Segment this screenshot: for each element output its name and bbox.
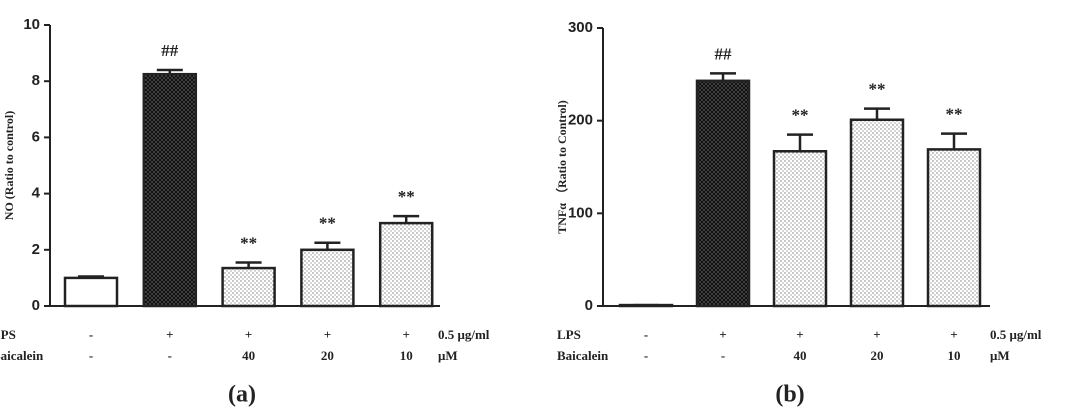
bar (849, 118, 905, 308)
annotation: ** (792, 105, 809, 124)
y-tick-label: 6 (32, 128, 40, 145)
level: - (644, 348, 648, 363)
annotation: ** (869, 80, 886, 99)
annotation: ** (946, 105, 963, 124)
panel-label: (b) (775, 382, 804, 408)
y-tick-label: 10 (23, 16, 40, 33)
unit: 0.5 μg/ml (990, 327, 1042, 342)
level: + (402, 327, 409, 342)
y-tick-label: 200 (568, 112, 593, 129)
level: + (719, 327, 726, 342)
bar (772, 149, 828, 308)
level: + (796, 327, 803, 342)
y-tick-label: 8 (32, 72, 40, 89)
level: + (245, 327, 252, 342)
bar (142, 72, 198, 308)
bar (618, 303, 674, 308)
level: + (324, 327, 331, 342)
y-tick-label: 2 (32, 241, 40, 258)
y-tick-label: 300 (568, 19, 593, 36)
y-tick-label: 100 (568, 204, 593, 221)
unit: μM (438, 348, 458, 363)
level: + (950, 327, 957, 342)
y-axis-label: TNFα （Ratio to Control) (554, 100, 569, 233)
level: - (644, 327, 648, 342)
bar (63, 276, 119, 308)
level: + (166, 327, 173, 342)
unit: μM (990, 348, 1010, 363)
row-label: Baicalein (0, 348, 44, 363)
annotation: ** (240, 233, 257, 252)
bar (926, 148, 982, 308)
level: 20 (321, 348, 334, 363)
level: - (168, 348, 172, 363)
bar (695, 79, 751, 308)
annotation: ## (161, 41, 179, 60)
level: 40 (794, 348, 807, 363)
bar (221, 266, 276, 308)
row-label: LPS (557, 327, 581, 342)
level: - (89, 327, 93, 342)
row-label: Baicalein (557, 348, 609, 363)
row-label: LPS (0, 327, 16, 342)
unit: 0.5 μg/ml (438, 327, 490, 342)
panel-label: (a) (228, 382, 256, 408)
y-tick-label: 4 (32, 185, 41, 202)
level: 20 (871, 348, 884, 363)
annotation: ## (715, 44, 733, 63)
bar (378, 221, 434, 308)
level: - (721, 348, 725, 363)
level: + (873, 327, 880, 342)
y-axis-label: NO (Ratio to control) (2, 111, 16, 220)
y-tick-label: 0 (32, 297, 40, 314)
annotation: ** (398, 187, 415, 206)
level: 10 (948, 348, 961, 363)
level: 10 (400, 348, 413, 363)
level: - (89, 348, 93, 363)
bar (300, 248, 355, 308)
level: 40 (242, 348, 255, 363)
annotation: ** (319, 214, 336, 233)
y-tick-label: 0 (585, 297, 593, 314)
